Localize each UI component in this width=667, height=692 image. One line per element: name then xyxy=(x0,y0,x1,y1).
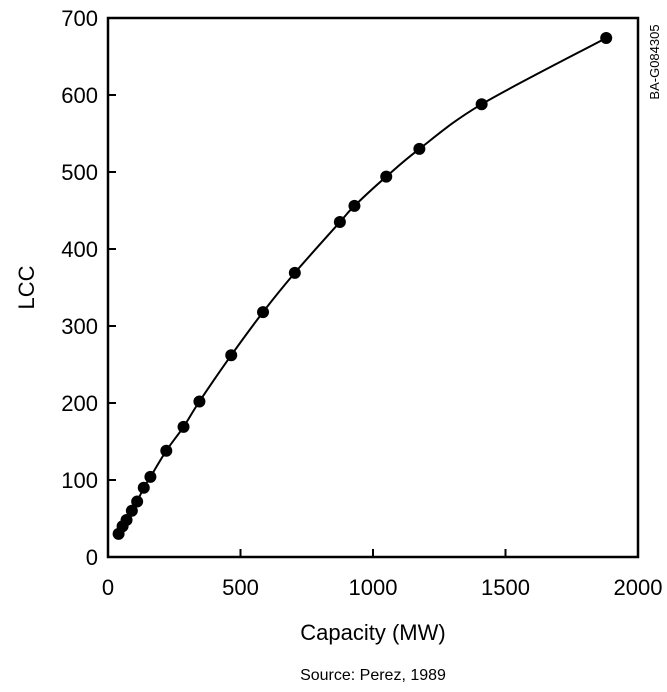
x-axis-title: Capacity (MW) xyxy=(300,620,445,645)
data-point xyxy=(160,444,173,457)
y-tick-label: 500 xyxy=(61,160,98,185)
y-tick-label: 400 xyxy=(61,237,98,262)
data-point xyxy=(288,266,301,279)
data-point xyxy=(333,216,346,229)
side-code: BA-G084305 xyxy=(647,24,662,99)
data-point xyxy=(131,495,144,508)
fit-curve xyxy=(117,37,607,535)
x-tick-label: 1500 xyxy=(481,575,530,600)
data-point xyxy=(125,504,138,517)
y-tick-label: 600 xyxy=(61,83,98,108)
data-point xyxy=(225,349,238,362)
data-point xyxy=(144,470,157,483)
x-tick-label: 500 xyxy=(222,575,259,600)
y-tick-label: 0 xyxy=(86,545,98,570)
plot-frame xyxy=(106,16,640,559)
data-point xyxy=(120,514,133,527)
data-point xyxy=(177,420,190,433)
data-point xyxy=(475,98,488,111)
y-tick-label: 100 xyxy=(61,468,98,493)
axis-tick-labels: 0 500 1000 1500 2000 0 100 200 300 400 500 600 700 xyxy=(61,6,662,600)
x-tick-label: 2000 xyxy=(614,575,663,600)
data-point xyxy=(257,306,270,319)
data-point xyxy=(380,170,393,183)
data-points xyxy=(112,32,613,540)
data-point xyxy=(193,395,206,408)
axis-ticks xyxy=(107,17,639,558)
y-tick-label: 300 xyxy=(61,314,98,339)
y-tick-label: 200 xyxy=(61,391,98,416)
data-point xyxy=(600,32,613,45)
source-note: Source: Perez, 1989 xyxy=(300,667,446,684)
y-axis-title: LCC xyxy=(14,265,39,309)
x-tick-label: 1000 xyxy=(349,575,398,600)
x-tick-label: 0 xyxy=(102,575,114,600)
data-point xyxy=(137,481,150,494)
data-point xyxy=(413,142,426,155)
y-tick-label: 700 xyxy=(61,6,98,31)
data-point xyxy=(348,199,361,212)
